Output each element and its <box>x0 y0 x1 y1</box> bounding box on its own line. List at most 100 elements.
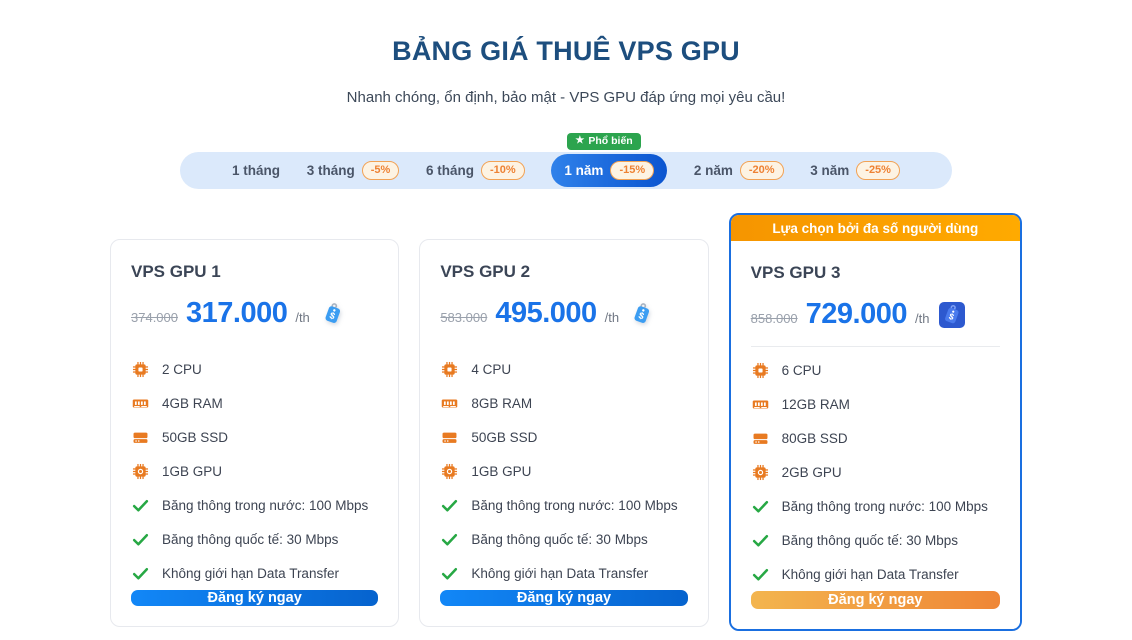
plan-name: VPS GPU 3 <box>750 263 841 282</box>
tab-1-nam-active[interactable]: ★ Phổ biến 1 năm -15% <box>551 132 668 188</box>
check-icon <box>131 530 150 549</box>
feature-label: Băng thông quốc tế: 30 Mbps <box>162 531 339 547</box>
current-price: 495.000 <box>495 297 597 329</box>
feature-row: Băng thông trong nước: 100 Mbps <box>440 488 687 522</box>
pricing-card-vps-gpu-1: VPS GPU 1 374.000 317.000 /th 2 CPU 4GB … <box>110 239 400 627</box>
feature-label: Băng thông quốc tế: 30 Mbps <box>781 532 959 548</box>
check-icon <box>440 564 459 583</box>
tab-label: 3 năm <box>810 163 850 178</box>
sale-tag-icon <box>320 301 346 327</box>
check-icon <box>131 564 150 583</box>
tab-3-nam[interactable]: 3 năm -25% <box>810 160 900 181</box>
spec-row: 1GB GPU <box>131 454 378 488</box>
most-popular-ribbon: Lựa chọn bởi đa số người dùng <box>730 215 1020 241</box>
price-period: /th <box>604 310 620 325</box>
page-subtitle: Nhanh chóng, ổn định, bảo mật - VPS GPU … <box>346 89 786 106</box>
spec-row: 2 CPU <box>131 352 378 386</box>
ram-icon <box>751 395 770 414</box>
tab-label: 3 tháng <box>306 163 355 178</box>
popular-badge: ★ Phổ biến <box>567 132 641 150</box>
ram-icon <box>440 394 459 413</box>
sale-tag-icon <box>939 301 966 328</box>
register-button[interactable]: Đăng ký ngay <box>750 591 1000 609</box>
spec-label: 2 CPU <box>162 361 202 377</box>
feature-row: Băng thông trong nước: 100 Mbps <box>131 488 378 522</box>
ssd-icon <box>131 428 150 447</box>
ssd-icon <box>440 428 459 447</box>
register-button[interactable]: Đăng ký ngay <box>131 590 379 606</box>
cpu-icon <box>751 361 770 380</box>
star-icon: ★ <box>575 135 585 147</box>
feature-label: Băng thông quốc tế: 30 Mbps <box>471 531 648 547</box>
spec-label: 12GB RAM <box>781 396 850 412</box>
page-title: BẢNG GIÁ THUÊ VPS GPU <box>392 36 740 66</box>
spec-label: 4GB RAM <box>162 395 223 411</box>
tab-6-thang[interactable]: 6 tháng -10% <box>426 160 525 181</box>
tab-1-thang[interactable]: 1 tháng <box>232 163 280 178</box>
card-body: VPS GPU 1 374.000 317.000 /th 2 CPU 4GB … <box>110 239 400 627</box>
pricing-cards: VPS GPU 1 374.000 317.000 /th 2 CPU 4GB … <box>110 213 1022 631</box>
gpu-icon <box>131 462 150 481</box>
spec-row: 8GB RAM <box>440 386 687 420</box>
check-icon <box>440 496 459 515</box>
spec-label: 50GB SSD <box>471 429 538 445</box>
card-body: VPS GPU 2 583.000 495.000 /th 4 CPU 8GB … <box>419 239 709 627</box>
tab-label: 1 tháng <box>232 163 281 178</box>
spec-label: 1GB GPU <box>471 463 532 479</box>
spec-row: 50GB SSD <box>440 420 687 454</box>
register-button[interactable]: Đăng ký ngay <box>440 590 688 606</box>
check-icon <box>440 530 459 549</box>
gpu-icon <box>751 463 770 482</box>
feature-row: Băng thông trong nước: 100 Mbps <box>751 489 1000 523</box>
tab-label: 1 năm <box>564 163 604 178</box>
cpu-icon <box>131 360 150 379</box>
tab-3-thang[interactable]: 3 tháng -5% <box>306 160 400 181</box>
old-price: 858.000 <box>750 311 798 326</box>
spec-row: 6 CPU <box>751 353 1000 387</box>
price-period: /th <box>914 311 930 326</box>
spec-label: 8GB RAM <box>471 395 533 411</box>
price-row: 374.000 317.000 /th <box>131 299 378 328</box>
plan-name: VPS GPU 2 <box>440 262 531 281</box>
discount-badge: -25% <box>856 160 900 181</box>
ssd-icon <box>751 429 770 448</box>
popular-badge-label: Phổ biến <box>588 135 633 148</box>
feature-label: Không giới hạn Data Transfer <box>471 565 649 581</box>
feature-label: Không giới hạn Data Transfer <box>781 566 959 582</box>
spec-label: 80GB SSD <box>781 430 848 446</box>
spec-label: 2GB GPU <box>781 464 842 480</box>
discount-badge: -5% <box>361 160 400 181</box>
billing-period-tabs: 1 tháng 3 tháng -5% 6 tháng -10% ★ Phổ b… <box>180 132 952 189</box>
spec-row: 2GB GPU <box>751 455 1000 489</box>
old-price: 374.000 <box>131 310 178 325</box>
plan-name: VPS GPU 1 <box>131 262 221 281</box>
gpu-icon <box>440 462 459 481</box>
feature-row: Băng thông quốc tế: 30 Mbps <box>131 522 378 556</box>
old-price: 583.000 <box>440 310 488 325</box>
sale-tag-icon <box>629 301 655 327</box>
spec-row: 12GB RAM <box>751 387 1000 421</box>
spec-row: 1GB GPU <box>440 454 687 488</box>
current-price: 729.000 <box>805 298 908 330</box>
feature-row: Băng thông quốc tế: 30 Mbps <box>440 522 687 556</box>
feature-label: Không giới hạn Data Transfer <box>162 565 339 581</box>
spec-label: 50GB SSD <box>162 429 229 445</box>
spec-row: 4 CPU <box>440 352 687 386</box>
discount-badge: -10% <box>481 160 525 181</box>
check-icon <box>751 531 770 550</box>
feature-row: Không giới hạn Data Transfer <box>131 556 378 590</box>
price-row: 858.000 729.000 /th <box>751 300 1000 329</box>
tab-label: 2 năm <box>693 163 733 178</box>
feature-row: Không giới hạn Data Transfer <box>440 556 687 590</box>
ram-icon <box>131 394 150 413</box>
current-price: 317.000 <box>186 297 288 329</box>
cpu-icon <box>440 360 459 379</box>
check-icon <box>751 497 770 516</box>
tab-2-nam[interactable]: 2 năm -20% <box>693 160 784 181</box>
price-period: /th <box>295 310 310 325</box>
spec-label: 1GB GPU <box>162 463 223 479</box>
spec-row: 50GB SSD <box>131 420 378 454</box>
check-icon <box>131 496 150 515</box>
tab-label: 6 tháng <box>426 163 475 178</box>
